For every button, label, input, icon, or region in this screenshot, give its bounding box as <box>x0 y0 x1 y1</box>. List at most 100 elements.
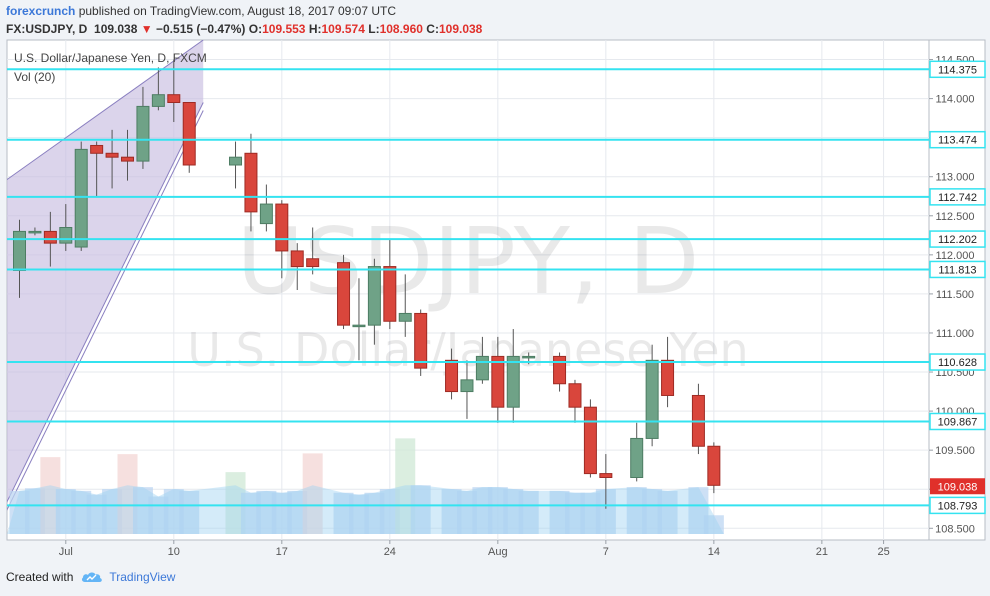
volume-bar <box>595 489 616 534</box>
level-price-label: 113.474 <box>938 135 977 147</box>
x-tick-label: Aug <box>488 546 508 558</box>
candle-body[interactable] <box>445 359 459 393</box>
created-with-label: Created with <box>6 570 74 584</box>
volume-bar <box>55 489 76 534</box>
level-price-label: 114.375 <box>938 64 977 76</box>
candle-body[interactable] <box>475 355 489 381</box>
x-tick-label: 10 <box>168 546 180 558</box>
candle-body[interactable] <box>167 94 181 103</box>
x-tick-label: 14 <box>708 546 720 558</box>
volume-legend: Vol (20) <box>14 70 55 84</box>
candle-body[interactable] <box>28 230 42 234</box>
level-price-label: 108.793 <box>938 500 978 512</box>
candle-body[interactable] <box>522 355 536 359</box>
down-arrow-icon: ▼ <box>140 22 153 36</box>
candle-body[interactable] <box>306 258 320 268</box>
candle-body[interactable] <box>506 355 520 408</box>
y-tick-label: 108.500 <box>935 523 975 535</box>
y-tick-label: 111.000 <box>936 328 974 340</box>
volume-bar <box>703 515 724 534</box>
candle-body[interactable] <box>275 203 289 252</box>
volume-bar <box>518 490 539 534</box>
volume-bar <box>364 492 385 534</box>
volume-bar <box>163 489 184 534</box>
low-label: L: <box>368 22 380 36</box>
volume-bar <box>549 490 570 534</box>
candle-body[interactable] <box>43 230 57 244</box>
candle-body[interactable] <box>244 152 258 213</box>
candle-body[interactable] <box>414 312 428 369</box>
candle-body[interactable] <box>151 94 165 107</box>
volume-bar <box>441 489 462 534</box>
candle-body[interactable] <box>583 406 597 475</box>
volume-bar <box>102 489 123 534</box>
watermark-symbol: USDJPY, D <box>237 208 700 315</box>
level-price-label: 110.628 <box>938 357 977 369</box>
candle-body[interactable] <box>59 227 73 244</box>
candle-body[interactable] <box>460 379 474 393</box>
level-price-label: 112.742 <box>938 192 977 204</box>
candle-body[interactable] <box>661 359 675 396</box>
candle-body[interactable] <box>367 266 381 326</box>
level-price-tag <box>929 60 986 79</box>
last-price-tag <box>930 478 985 495</box>
volume-bar <box>225 472 246 534</box>
candle-body[interactable] <box>568 383 582 408</box>
y-tick-label: 111.500 <box>936 289 974 301</box>
high-label: H: <box>308 22 322 36</box>
volume-bar <box>271 492 292 534</box>
candle-body[interactable] <box>182 102 196 166</box>
price-axis[interactable] <box>928 39 986 541</box>
volume-bar <box>117 454 138 534</box>
tradingview-cloud-icon <box>82 572 103 582</box>
publish-info: forexcrunch published on TradingView.com… <box>6 4 396 18</box>
level-price-tag <box>929 188 986 206</box>
symbol-label: FX:USDJPY, D <box>6 22 88 36</box>
volume-bar <box>626 487 647 534</box>
volume-ma-area <box>7 485 724 534</box>
open-label: O: <box>248 22 263 36</box>
volume-bar <box>71 490 92 534</box>
regression-channel[interactable] <box>6 40 204 505</box>
volume-bar <box>503 489 524 534</box>
candle-body[interactable] <box>630 437 644 478</box>
candle-body[interactable] <box>105 152 119 158</box>
candle-body[interactable] <box>121 156 135 162</box>
candle-body[interactable] <box>259 203 273 225</box>
volume-bar <box>302 453 323 534</box>
last-price-label: 109.038 <box>938 481 978 493</box>
candle-body[interactable] <box>13 230 26 271</box>
level-price-label: 112.202 <box>938 234 977 246</box>
candle-body[interactable] <box>383 266 397 322</box>
volume-bar <box>256 490 277 534</box>
volume-bar <box>410 485 431 534</box>
author-link[interactable]: forexcrunch <box>6 4 76 18</box>
volume-bar <box>287 490 308 534</box>
candle-body[interactable] <box>136 105 150 162</box>
candle-body[interactable] <box>645 359 659 439</box>
volume-bar <box>487 487 508 534</box>
tradingview-link[interactable]: TradingView <box>109 570 176 584</box>
candle-body[interactable] <box>352 324 366 328</box>
published-text: published on TradingView.com, August 18,… <box>78 4 397 18</box>
candle-body[interactable] <box>337 262 351 326</box>
candle-body[interactable] <box>707 445 721 486</box>
close-value: 109.038 <box>438 22 483 36</box>
level-price-tag <box>929 412 986 431</box>
y-tick-label: 109.500 <box>935 445 975 457</box>
candle-body[interactable] <box>74 148 88 248</box>
candle-body[interactable] <box>290 250 304 268</box>
volume-bar <box>24 488 45 534</box>
candle-body[interactable] <box>491 355 505 408</box>
level-price-tag <box>929 130 986 149</box>
x-tick-label: 21 <box>816 546 828 558</box>
candle-body[interactable] <box>90 144 104 154</box>
candle-body[interactable] <box>553 355 567 385</box>
candle-body[interactable] <box>599 473 613 478</box>
x-tick-label: 24 <box>384 546 396 558</box>
volume-bar <box>456 490 477 534</box>
candle-body[interactable] <box>398 312 412 322</box>
candle-body[interactable] <box>229 156 243 166</box>
close-label: C: <box>426 22 439 36</box>
